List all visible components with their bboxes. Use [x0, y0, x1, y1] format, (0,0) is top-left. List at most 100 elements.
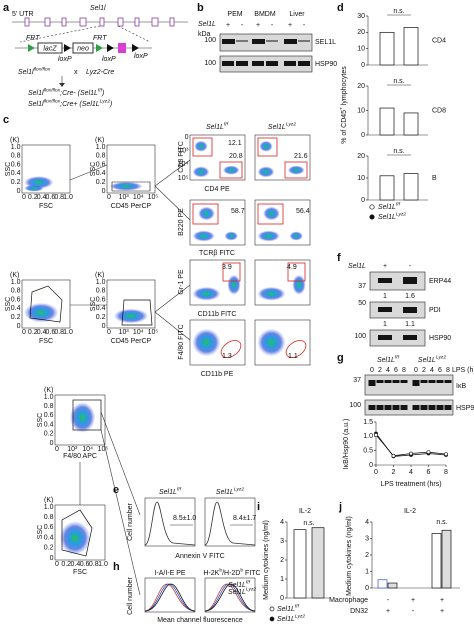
text-part: f/f: [246, 580, 251, 586]
label: 0.6: [80, 561, 90, 568]
blot: [369, 271, 426, 291]
legend-label: Sel1Lf/f: [378, 202, 401, 211]
label: 10³: [67, 446, 78, 453]
point: [426, 450, 431, 455]
label: SSC: [5, 162, 12, 176]
histogram-frame: [144, 497, 196, 547]
label: 0: [102, 323, 106, 330]
label: 1.6: [405, 293, 415, 300]
label: 0.2: [96, 179, 106, 186]
label: FSC: [39, 203, 53, 210]
legend-marker: [269, 616, 275, 622]
label: 58.7: [231, 208, 245, 215]
label: 1.0: [11, 279, 21, 286]
label: BMDM: [254, 11, 276, 18]
label: 10⁴: [82, 446, 93, 453]
label: (K): [10, 272, 19, 279]
label: 10⁴: [178, 161, 189, 168]
exon: [151, 17, 159, 27]
label: 1.0: [44, 504, 54, 511]
label: B220 PE: [178, 208, 185, 236]
y-tick-label: 0: [365, 585, 369, 592]
label: 21.6: [294, 153, 308, 160]
band: [392, 380, 400, 383]
y-tick-label: 0.5: [363, 448, 373, 455]
label: LPS (h): [452, 367, 474, 374]
label: (K): [44, 497, 53, 504]
cell-population: [257, 287, 286, 301]
text-part: Sel1L: [277, 616, 295, 623]
label: Sel1l: [90, 5, 106, 12]
frt-site: [96, 44, 103, 52]
band: [436, 405, 444, 410]
cell-population: [192, 230, 215, 242]
cell-population: [24, 184, 44, 192]
exon: [169, 17, 175, 27]
gate: [61, 509, 93, 557]
label: 0: [17, 323, 21, 330]
legend-label: Sel1Lf/f: [277, 604, 300, 613]
band: [266, 40, 278, 42]
label: 1.0: [63, 329, 73, 336]
bar: [403, 112, 419, 136]
blot: [219, 33, 313, 52]
lacz-box: [37, 42, 63, 54]
y-tick-label: 4: [280, 519, 284, 526]
band: [284, 39, 297, 44]
y-tick-label: 10: [357, 46, 365, 53]
text-part: Sel1l: [28, 101, 44, 108]
cell-population: [292, 274, 306, 295]
text-part: Lyz2: [246, 587, 257, 593]
band: [400, 405, 408, 410]
label: SSC: [37, 525, 44, 539]
text-part: Sel1l: [28, 90, 44, 97]
cell-population: [263, 206, 280, 221]
label: 0.6: [44, 524, 54, 531]
label: F4/80 FITC: [178, 324, 185, 359]
label: 0.6: [46, 194, 56, 201]
label: 0: [22, 194, 26, 201]
x-tick-label: 4: [409, 469, 413, 476]
exon: [79, 17, 87, 27]
label: 12.1: [228, 140, 242, 147]
label: 1.1: [288, 353, 298, 360]
label: DN32: [350, 608, 368, 615]
y-tick-label: 1.5: [363, 419, 373, 426]
label: Sel1LLyz2: [228, 587, 256, 596]
connector: [100, 411, 141, 516]
label: 1.0: [98, 561, 108, 568]
y-tick-label: 3: [280, 538, 284, 545]
label: 10³: [178, 148, 189, 155]
x-tick-label: 8: [444, 469, 448, 476]
gate: [192, 203, 219, 225]
label: PEM: [227, 11, 242, 18]
label: 0.8: [96, 288, 106, 295]
connector: [69, 164, 108, 181]
band: [378, 307, 392, 312]
text-part: Sel1L: [228, 589, 246, 596]
band: [412, 380, 420, 386]
label: CD45 PerCP: [111, 338, 152, 345]
label: +: [256, 22, 260, 29]
label: 0.8: [11, 288, 21, 295]
label: 1.0: [63, 194, 73, 201]
label: Sel1LLyz2: [216, 487, 244, 496]
band: [252, 61, 264, 66]
label: 0: [50, 555, 54, 562]
label: 10⁴: [133, 329, 144, 336]
histogram: [204, 583, 256, 612]
label: 4: [386, 367, 390, 374]
band: [236, 40, 248, 42]
connector: [19, 25, 101, 43]
label: CD45 PerCP: [111, 203, 152, 210]
label: LPS treatment (hrs): [380, 481, 441, 488]
band: [428, 405, 436, 410]
label: 0.2: [11, 179, 21, 186]
label: 0.6: [11, 296, 21, 303]
text-part: Lyz2: [295, 614, 306, 620]
gate: [72, 399, 102, 431]
x-tick-label: 2: [392, 469, 396, 476]
label: IκB: [456, 383, 466, 390]
label: 10⁵: [178, 175, 189, 182]
label: Sel1L: [198, 21, 216, 28]
